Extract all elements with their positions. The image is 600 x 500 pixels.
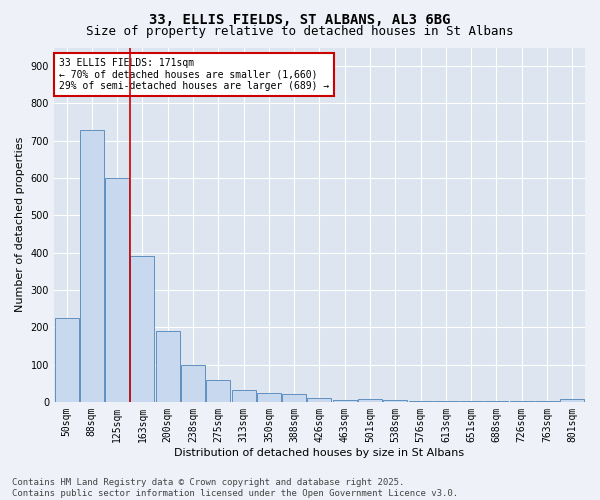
Bar bbox=[358, 399, 382, 402]
Bar bbox=[181, 364, 205, 402]
Text: 33 ELLIS FIELDS: 171sqm
← 70% of detached houses are smaller (1,660)
29% of semi: 33 ELLIS FIELDS: 171sqm ← 70% of detache… bbox=[59, 58, 329, 92]
Bar bbox=[560, 399, 584, 402]
Bar bbox=[434, 401, 458, 402]
Bar bbox=[307, 398, 331, 402]
Bar bbox=[80, 130, 104, 402]
Bar bbox=[105, 178, 129, 402]
Bar bbox=[156, 331, 180, 402]
X-axis label: Distribution of detached houses by size in St Albans: Distribution of detached houses by size … bbox=[175, 448, 464, 458]
Bar bbox=[333, 400, 357, 402]
Bar bbox=[130, 256, 154, 402]
Bar bbox=[257, 394, 281, 402]
Text: Contains HM Land Registry data © Crown copyright and database right 2025.
Contai: Contains HM Land Registry data © Crown c… bbox=[12, 478, 458, 498]
Bar bbox=[484, 401, 508, 402]
Text: 33, ELLIS FIELDS, ST ALBANS, AL3 6BG: 33, ELLIS FIELDS, ST ALBANS, AL3 6BG bbox=[149, 12, 451, 26]
Y-axis label: Number of detached properties: Number of detached properties bbox=[15, 137, 25, 312]
Text: Size of property relative to detached houses in St Albans: Size of property relative to detached ho… bbox=[86, 25, 514, 38]
Bar bbox=[282, 394, 306, 402]
Bar bbox=[409, 400, 433, 402]
Bar bbox=[206, 380, 230, 402]
Bar bbox=[383, 400, 407, 402]
Bar bbox=[232, 390, 256, 402]
Bar bbox=[510, 401, 534, 402]
Bar bbox=[55, 318, 79, 402]
Bar bbox=[459, 401, 483, 402]
